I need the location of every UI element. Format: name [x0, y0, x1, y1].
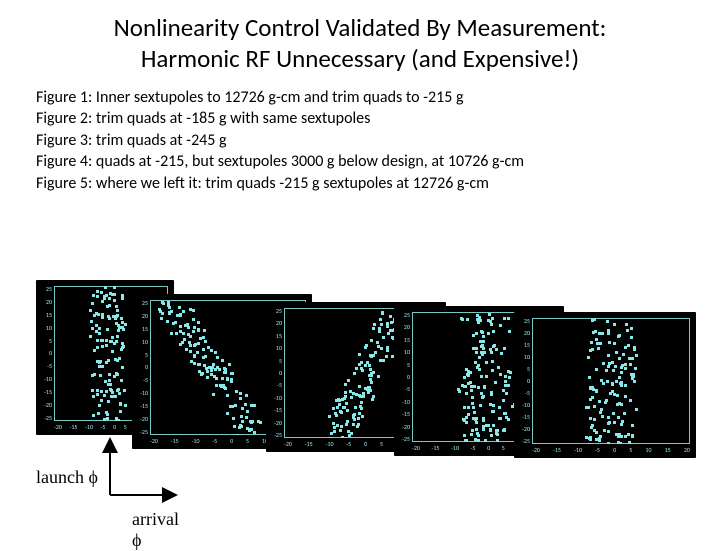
y-ticks: 2520151050-5-10-15-20-25 [38, 286, 52, 421]
slide-title: Nonlinearity Control Validated By Measur… [0, 0, 720, 83]
fig-desc-3: Figure 3: trim quads at -245 g [36, 130, 684, 152]
scatter-plot-5: 2520151050-5-10-15-20-25-20-15-10-505101… [514, 312, 696, 458]
scatter-plots-row: 2520151050-5-10-15-20-25-20-15-10-505101… [36, 280, 696, 458]
y-axis-label: launch ϕ [36, 467, 98, 488]
fig-desc-5: Figure 5: where we left it: trim quads -… [36, 173, 684, 195]
y-ticks: 2520151050-5-10-15-20-25 [134, 300, 148, 435]
x-axis-label: arrival ϕ [132, 509, 186, 551]
fig-desc-2: Figure 2: trim quads at -185 g with same… [36, 108, 684, 130]
scatter-points [532, 318, 690, 444]
figure-descriptions: Figure 1: Inner sextupoles to 12726 g-cm… [0, 83, 720, 195]
y-ticks: 2520151050-5-10-15-20-25 [516, 318, 530, 444]
fig-desc-4: Figure 4: quads at -215, but sextupoles … [36, 151, 684, 173]
y-ticks: 2520151050-5-10-15-20-25 [268, 308, 282, 438]
x-ticks: -20-15-10-505101520 [532, 447, 690, 457]
title-line-2: Harmonic RF Unnecessary (and Expensive!) [141, 43, 579, 74]
title-line-1: Nonlinearity Control Validated By Measur… [114, 12, 607, 43]
fig-desc-1: Figure 1: Inner sextupoles to 12726 g-cm… [36, 87, 684, 109]
y-ticks: 2520151050-5-10-15-20-25 [396, 312, 410, 442]
